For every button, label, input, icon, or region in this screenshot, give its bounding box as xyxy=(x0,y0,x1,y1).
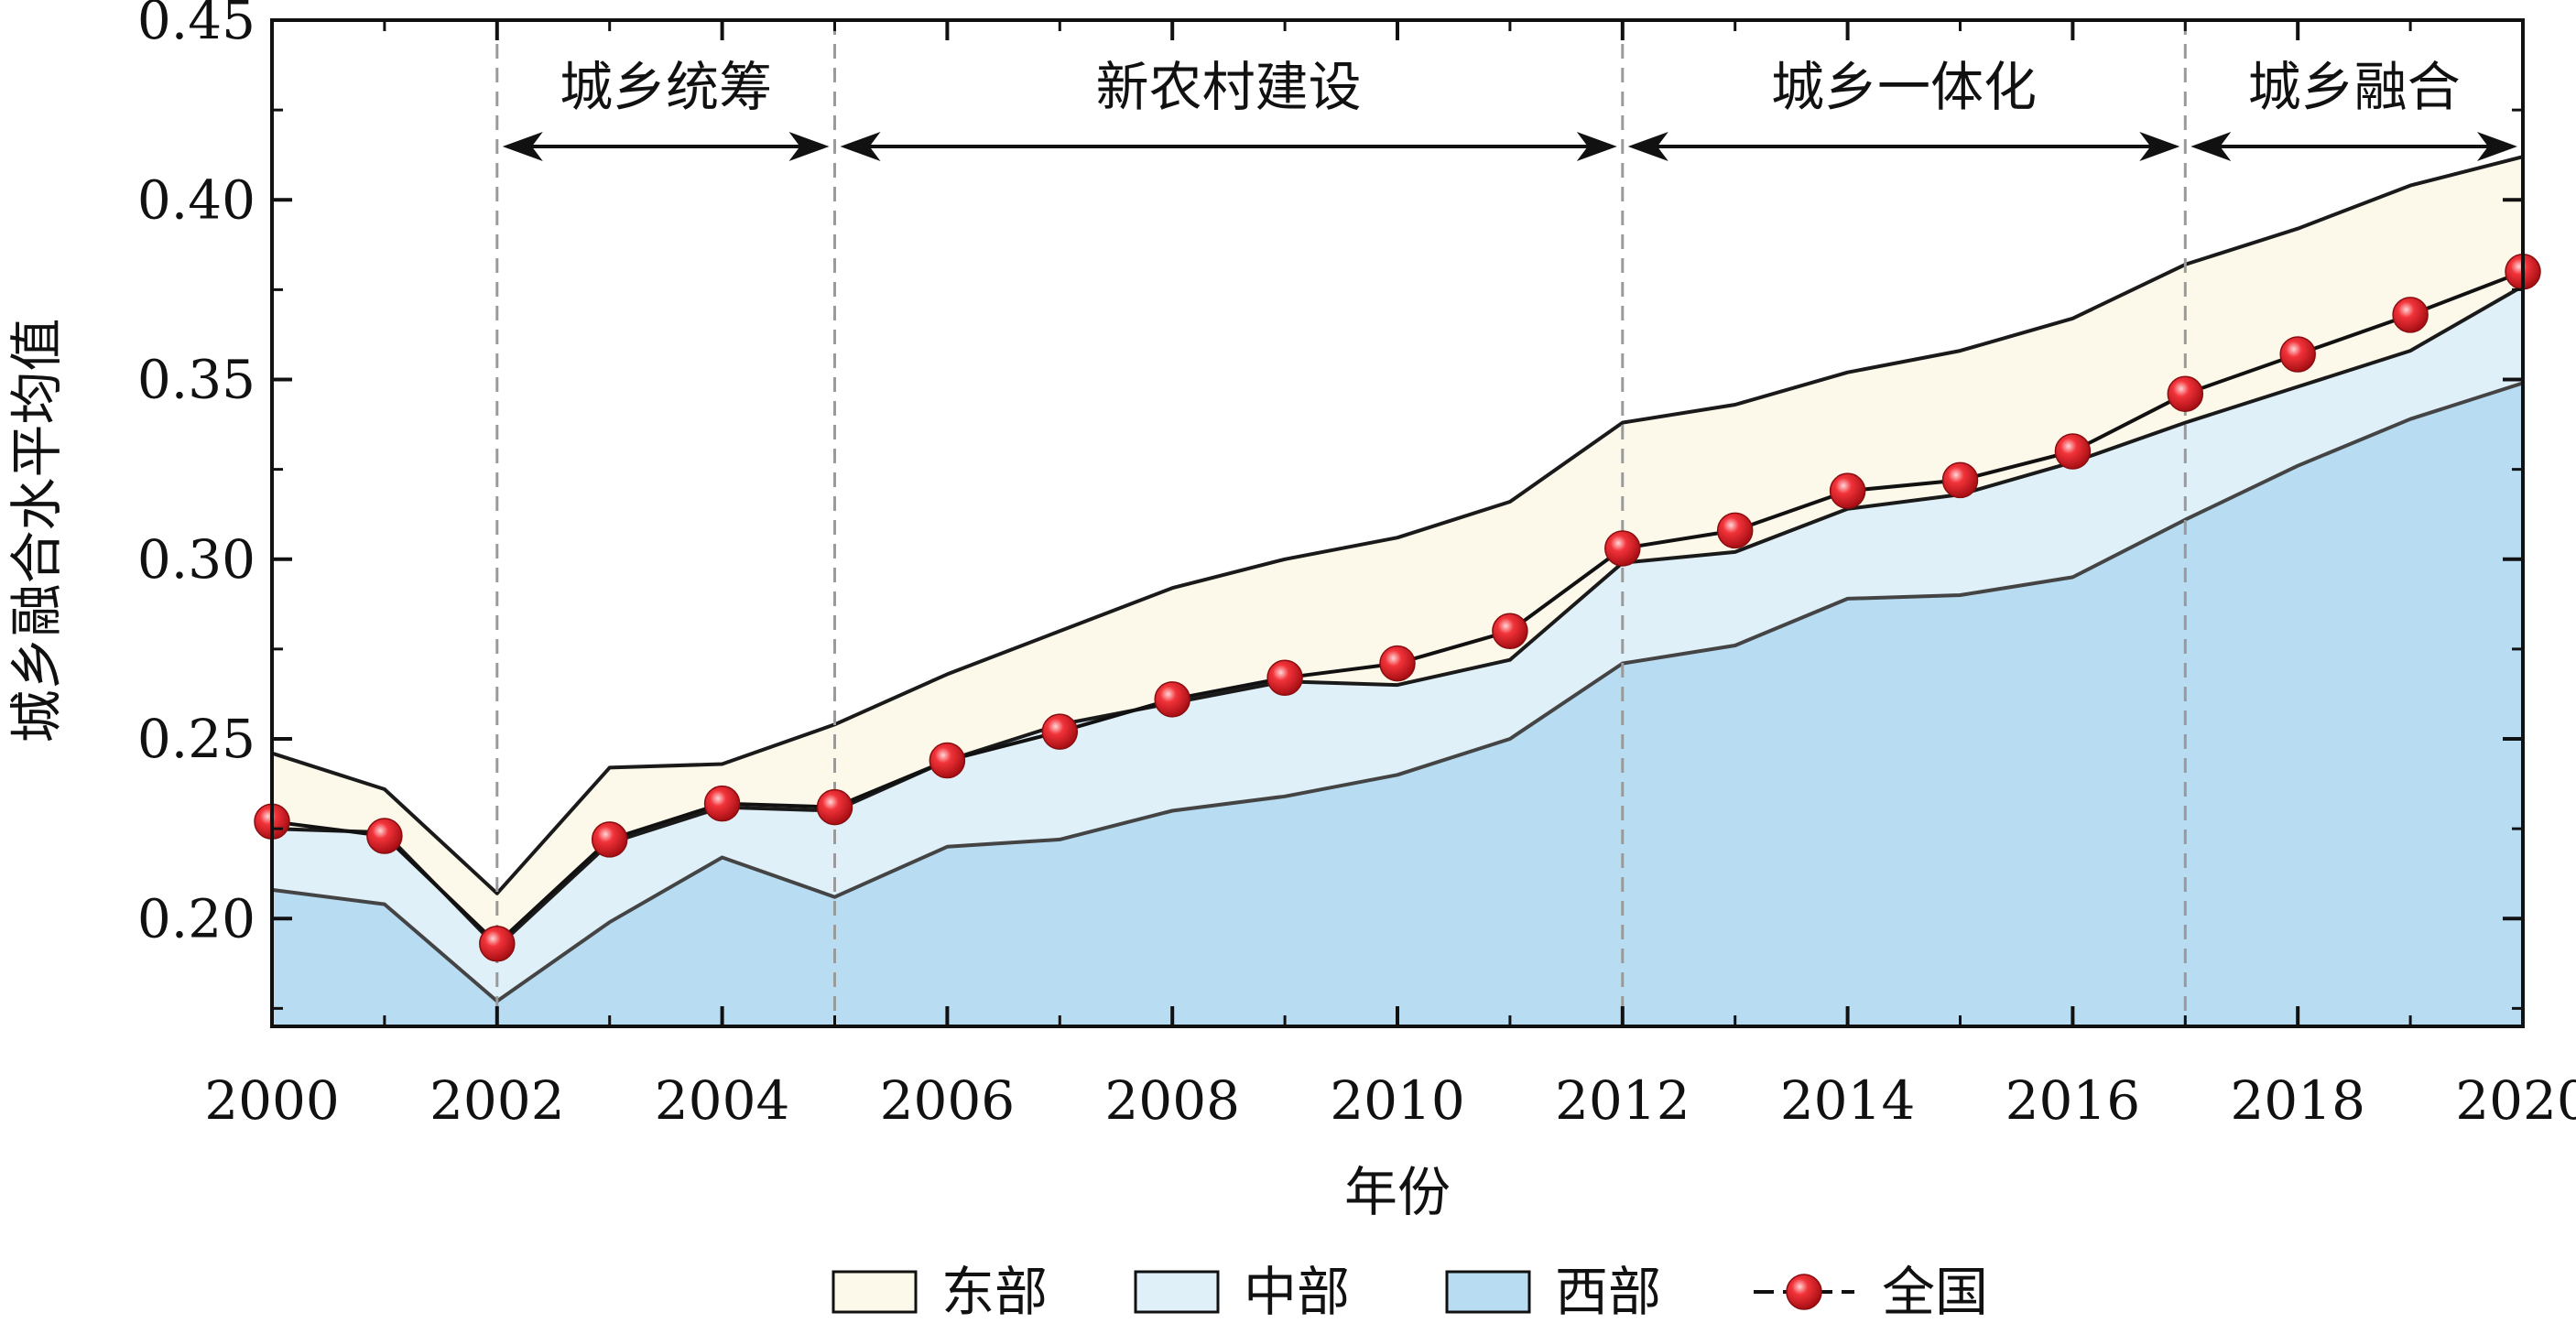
y-axis-title: 城乡融合水平均值 xyxy=(5,318,68,743)
legend-swatch xyxy=(1134,1270,1220,1314)
legend-swatch xyxy=(831,1270,918,1314)
x-tick-label: 2010 xyxy=(1330,1069,1465,1132)
national-marker-2011 xyxy=(1492,613,1528,649)
phase-label: 城乡融合 xyxy=(2248,56,2461,118)
x-tick-label: 2014 xyxy=(1780,1069,1916,1132)
national-marker-2010 xyxy=(1379,645,1416,682)
national-marker-2008 xyxy=(1154,681,1190,718)
phase-arrow-head-right xyxy=(1576,132,1617,161)
legend-marker xyxy=(1786,1274,1822,1310)
x-tick-label: 2000 xyxy=(204,1069,340,1132)
line-east xyxy=(271,155,2524,895)
legend-item-central: 中部 xyxy=(1134,1261,1350,1323)
national-marker-2007 xyxy=(1041,713,1079,750)
phase-2: 新农村建设 xyxy=(840,56,1617,161)
x-tick-label: 2018 xyxy=(2230,1069,2365,1132)
phase-arrow-head-left xyxy=(840,132,881,161)
phase-arrow-head-right xyxy=(788,132,830,161)
national-marker-2003 xyxy=(591,821,628,858)
phase-arrow-head-left xyxy=(1627,132,1668,161)
legend-item-east: 东部 xyxy=(831,1261,1048,1323)
phase-label: 城乡一体化 xyxy=(1771,56,2037,118)
phase-1: 城乡统筹 xyxy=(502,56,830,161)
national-marker-2019 xyxy=(2392,297,2429,333)
y-tick-label: 0.20 xyxy=(137,887,255,949)
x-tick-label: 2002 xyxy=(429,1069,565,1132)
x-tick-label: 2008 xyxy=(1104,1069,1240,1132)
phase-label: 新农村建设 xyxy=(1096,56,1362,118)
y-tick-label: 0.45 xyxy=(137,0,255,51)
national-marker-2006 xyxy=(929,742,966,779)
national-marker-2002 xyxy=(479,925,516,962)
legend-label: 西部 xyxy=(1555,1261,1661,1323)
x-tick-label: 2020 xyxy=(2455,1069,2576,1132)
line-west xyxy=(271,381,2524,1003)
phase-arrow-head-left xyxy=(502,132,543,161)
national-marker-2014 xyxy=(1829,472,1866,509)
x-tick-label: 2016 xyxy=(2005,1069,2141,1132)
phase-3: 城乡一体化 xyxy=(1627,56,2180,161)
national-marker-2018 xyxy=(2279,336,2316,373)
legend-item-national: 全国 xyxy=(1754,1261,1988,1323)
legend-label: 中部 xyxy=(1244,1261,1350,1323)
y-tick-label: 0.35 xyxy=(137,349,255,411)
line-central xyxy=(271,284,2524,949)
national-marker-2001 xyxy=(366,818,403,854)
national-marker-2017 xyxy=(2167,375,2204,412)
x-tick-label: 2004 xyxy=(655,1069,790,1132)
national-marker-2005 xyxy=(816,788,853,826)
national-marker-2016 xyxy=(2054,433,2092,470)
phase-4: 城乡融合 xyxy=(2190,56,2517,161)
national-marker-2013 xyxy=(1716,512,1754,549)
phase-arrow-head-right xyxy=(2477,132,2517,161)
legend-swatch xyxy=(1445,1270,1531,1314)
x-tick-label: 2012 xyxy=(1555,1069,1690,1132)
phase-arrow-head-left xyxy=(2190,132,2232,161)
legend-label: 全国 xyxy=(1882,1261,1988,1323)
y-tick-label: 0.40 xyxy=(137,168,255,231)
national-marker-2015 xyxy=(1941,461,1979,499)
phase-label: 城乡统筹 xyxy=(560,56,772,118)
phase-arrow-head-right xyxy=(2139,132,2180,161)
x-axis-title: 年份 xyxy=(1344,1161,1451,1223)
legend-item-west: 西部 xyxy=(1445,1261,1661,1323)
x-tick-label: 2006 xyxy=(880,1069,1016,1132)
area-west xyxy=(272,383,2523,1026)
national-marker-2004 xyxy=(703,785,741,822)
legend-label: 东部 xyxy=(941,1261,1048,1323)
national-marker-2009 xyxy=(1266,659,1303,697)
national-marker-2012 xyxy=(1604,530,1641,567)
y-tick-label: 0.25 xyxy=(137,708,255,770)
y-tick-label: 0.30 xyxy=(137,528,255,591)
